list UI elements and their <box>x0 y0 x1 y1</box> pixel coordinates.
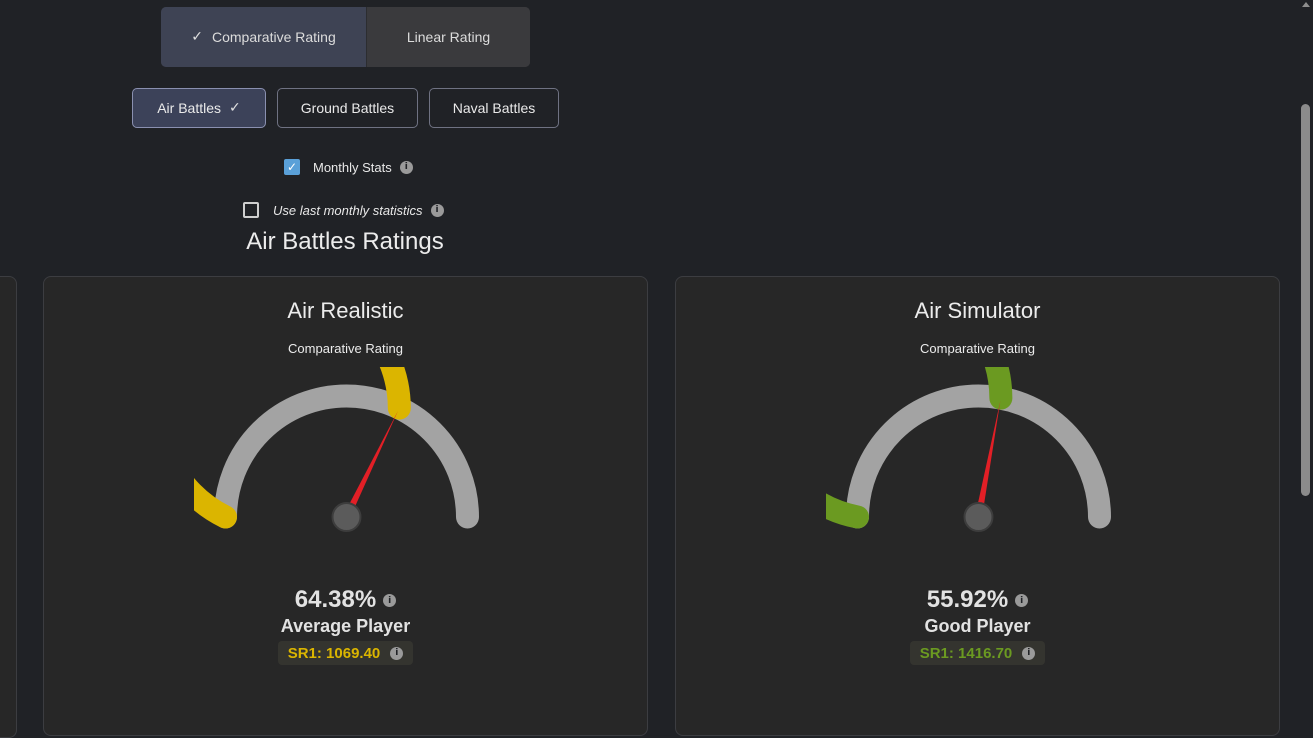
scroll-up-arrow-icon[interactable] <box>1302 2 1310 7</box>
gauge-track <box>846 384 1111 529</box>
info-icon[interactable]: i <box>383 594 397 608</box>
scrollbar[interactable] <box>1299 0 1313 712</box>
use-last-monthly-checkbox[interactable] <box>243 202 259 218</box>
sr-value: SR1: 1416.70 <box>919 644 1013 662</box>
info-icon[interactable]: i <box>1022 646 1036 660</box>
air-battles-button[interactable]: Air Battles ✓ <box>132 88 266 128</box>
sr-value: SR1: 1069.40 <box>287 644 381 662</box>
info-icon[interactable]: i <box>1015 594 1029 608</box>
monthly-stats-row: ✓ Monthly Stats i <box>284 159 413 175</box>
rating-percent-value: 55.92% <box>926 586 1009 613</box>
naval-battles-button[interactable]: Naval Battles <box>429 88 559 128</box>
linear-rating-option[interactable]: Linear Rating <box>366 7 530 67</box>
ground-battles-label: Ground Battles <box>300 100 395 116</box>
rating-type-toggle: ✓ Comparative Rating Linear Rating <box>161 7 530 67</box>
rating-percent-value: 64.38% <box>294 586 377 613</box>
use-last-monthly-label: Use last monthly statistics <box>273 202 423 218</box>
card-subtitle: Comparative Rating <box>288 341 403 356</box>
info-icon[interactable]: i <box>430 203 444 217</box>
info-icon[interactable]: i <box>390 646 404 660</box>
sr-row: SR1: 1416.70 i <box>676 641 1279 665</box>
linear-rating-label: Linear Rating <box>406 29 491 45</box>
rank-label: Good Player <box>924 616 1031 636</box>
check-icon: ✓ <box>286 160 298 174</box>
rating-percent: 64.38% i <box>44 586 647 614</box>
rating-percent: 55.92% i <box>676 586 1279 614</box>
info-icon[interactable]: i <box>399 160 413 174</box>
previous-card-edge <box>0 276 17 738</box>
gauge-needle <box>343 410 399 519</box>
rating-gauge <box>194 367 479 532</box>
monthly-stats-label: Monthly Stats <box>313 159 392 175</box>
gauge-hub <box>963 502 994 532</box>
sr-badge: SR1: 1069.40 i <box>277 641 414 665</box>
air-realistic-card: Air Realistic Comparative Rating 64.38% i… <box>43 276 648 736</box>
gauge-hub <box>331 502 362 532</box>
sr-badge: SR1: 1416.70 i <box>909 641 1046 665</box>
comparative-rating-label: Comparative Rating <box>212 29 336 45</box>
check-icon: ✓ <box>191 29 203 45</box>
card-title: Air Simulator <box>914 298 1041 323</box>
comparative-rating-option[interactable]: ✓ Comparative Rating <box>161 7 366 67</box>
sr-row: SR1: 1069.40 i <box>44 641 647 665</box>
card-subtitle: Comparative Rating <box>920 341 1035 356</box>
gauge-track <box>214 384 479 529</box>
monthly-stats-checkbox[interactable]: ✓ <box>284 159 300 175</box>
ground-battles-button[interactable]: Ground Battles <box>277 88 418 128</box>
check-icon: ✓ <box>229 100 241 116</box>
air-simulator-card: Air Simulator Comparative Rating 55.92% i… <box>675 276 1280 736</box>
rank-label: Average Player <box>280 616 411 636</box>
scroll-thumb[interactable] <box>1301 104 1310 496</box>
naval-battles-label: Naval Battles <box>452 100 536 116</box>
air-battles-label: Air Battles <box>157 100 222 116</box>
rating-gauge <box>826 367 1111 532</box>
use-last-monthly-row: Use last monthly statistics i <box>243 202 444 218</box>
card-title: Air Realistic <box>287 298 404 323</box>
section-title: Air Battles Ratings <box>246 228 444 255</box>
gauge-needle <box>975 401 1001 518</box>
